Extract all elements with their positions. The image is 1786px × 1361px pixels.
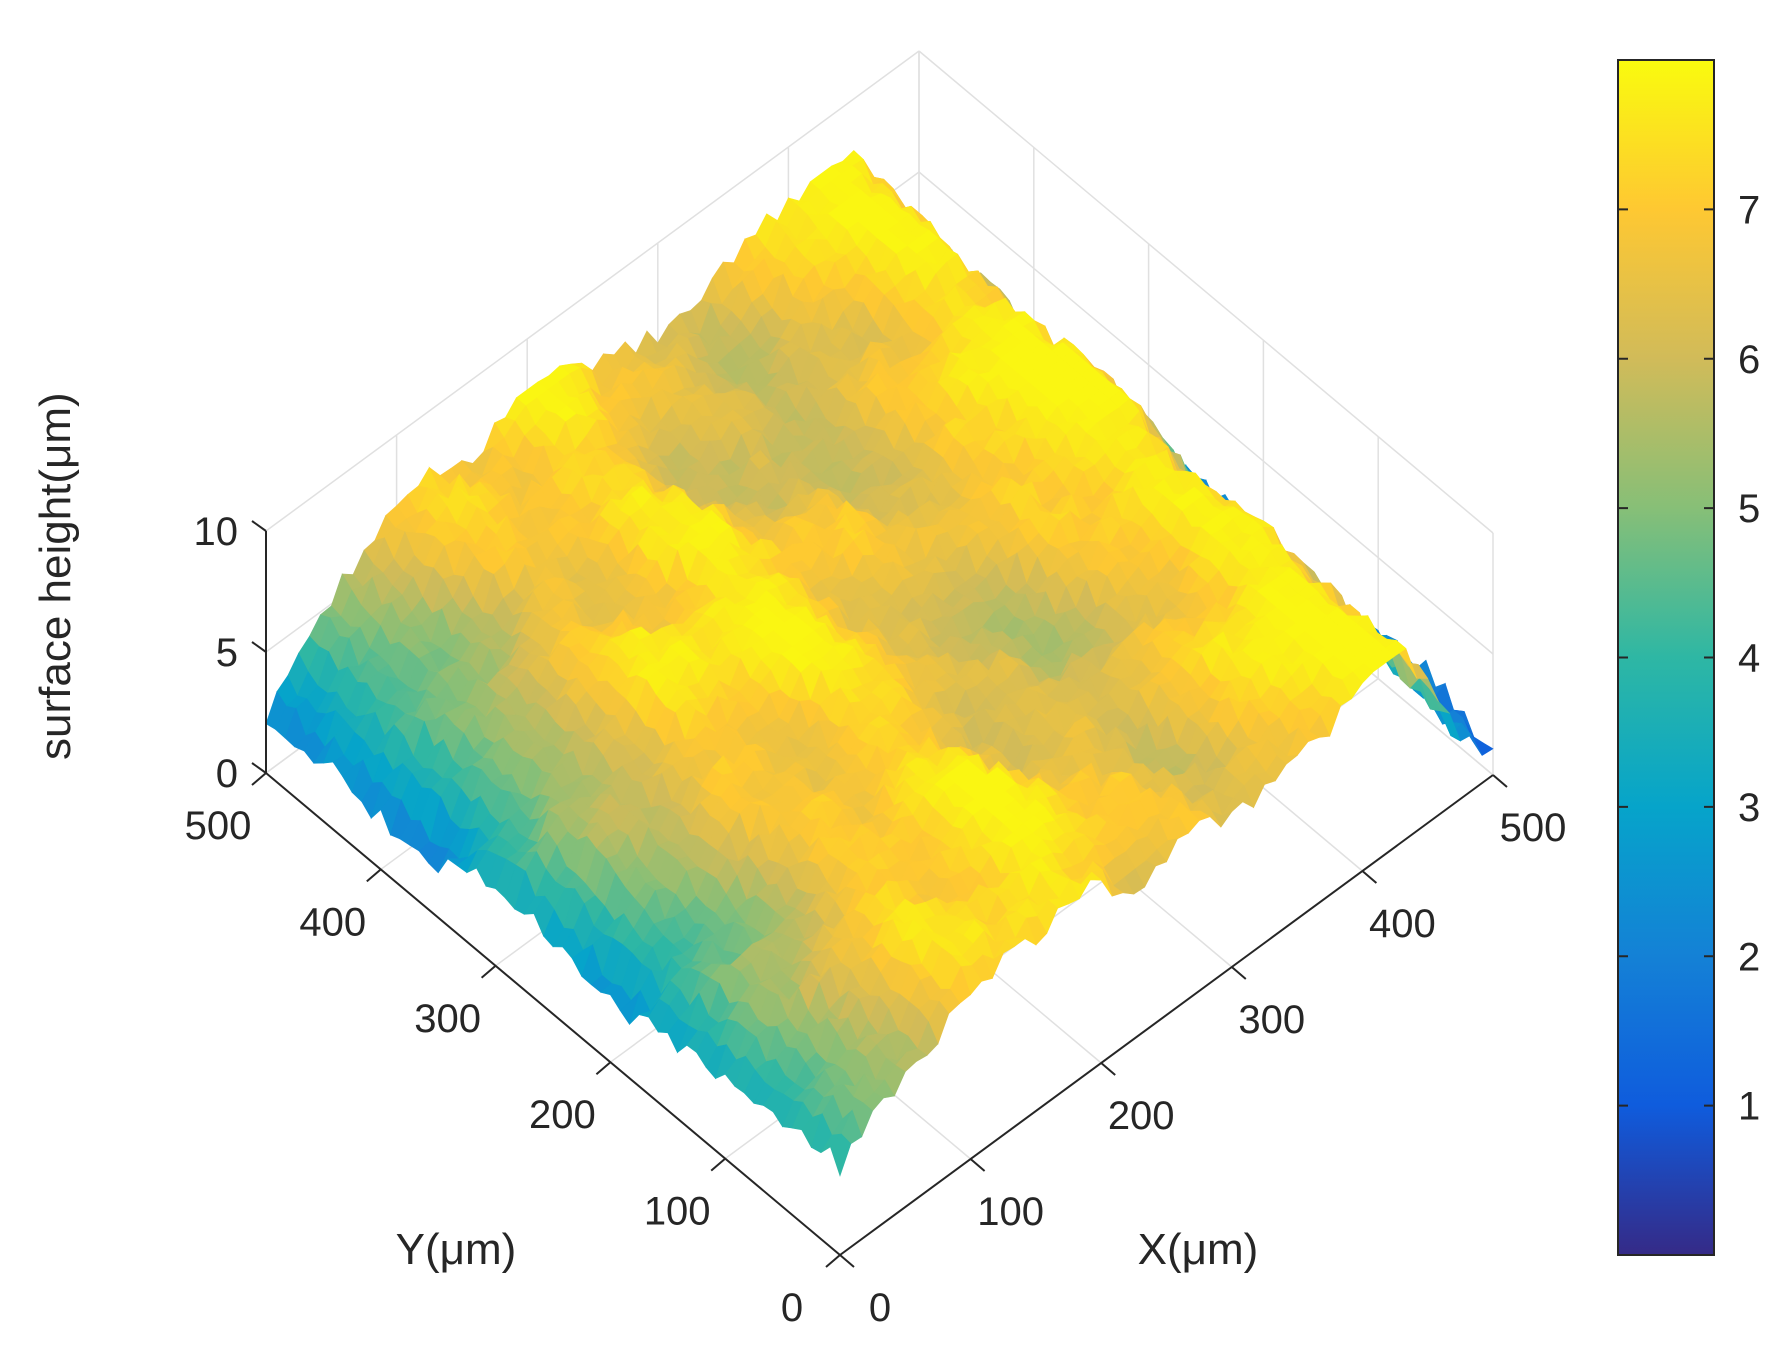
y-tick-label: 300 bbox=[414, 997, 481, 1041]
surface-plot bbox=[265, 150, 1494, 1177]
y-tick-label: 400 bbox=[299, 900, 366, 944]
colorbar-tick-label: 6 bbox=[1738, 338, 1760, 382]
colorbar-tick-label: 7 bbox=[1738, 188, 1760, 232]
y-tick-label: 500 bbox=[185, 804, 252, 848]
z-tick-label: 10 bbox=[194, 510, 239, 554]
surface-patch bbox=[830, 1133, 852, 1177]
z-axis-label: surface height(μm) bbox=[31, 392, 80, 760]
x-tick-label: 500 bbox=[1500, 806, 1567, 850]
x-tick-mark bbox=[839, 1254, 855, 1268]
y-tick-label: 100 bbox=[644, 1190, 711, 1234]
x-tick-label: 0 bbox=[869, 1286, 891, 1330]
colorbar-tick-label: 3 bbox=[1738, 786, 1760, 830]
x-tick-mark bbox=[1361, 870, 1378, 884]
x-tick-mark bbox=[1231, 966, 1247, 980]
y-tick-mark bbox=[595, 1061, 612, 1075]
grid-line bbox=[918, 171, 1494, 655]
z-tick-mark bbox=[251, 641, 267, 653]
y-axis-label: Y(μm) bbox=[396, 1225, 517, 1274]
x-tick-mark bbox=[1492, 774, 1508, 788]
x-tick-label: 200 bbox=[1108, 1094, 1175, 1138]
x-axis-line bbox=[839, 774, 1494, 1256]
x-tick-label: 300 bbox=[1238, 998, 1305, 1042]
y-tick-label: 200 bbox=[529, 1093, 596, 1137]
y-tick-mark bbox=[710, 1157, 726, 1172]
colorbar-tick-label: 5 bbox=[1738, 487, 1760, 531]
y-tick-mark bbox=[251, 772, 267, 786]
x-axis-label: X(μm) bbox=[1138, 1225, 1259, 1274]
tick-labels: 0 100 200 300 400 500 0 100 200 300 400 500 0 5 10 bbox=[185, 510, 1567, 1330]
z-tick-mark bbox=[251, 762, 267, 774]
grid-line bbox=[918, 50, 1494, 534]
grid-line bbox=[265, 50, 920, 532]
y-tick-label: 0 bbox=[781, 1286, 803, 1330]
y-tick-mark bbox=[480, 965, 497, 979]
colorbar-ticks: 1 2 3 4 5 6 7 bbox=[1618, 188, 1760, 1129]
y-axis-line bbox=[265, 772, 841, 1256]
colorbar-tick-label: 4 bbox=[1738, 637, 1760, 681]
z-tick-label: 5 bbox=[216, 631, 238, 675]
z-tick-label: 0 bbox=[216, 752, 238, 796]
y-tick-mark bbox=[825, 1254, 841, 1268]
colorbar: 1 2 3 4 5 6 7 bbox=[1617, 59, 1760, 1256]
x-tick-mark bbox=[969, 1158, 986, 1172]
y-tick-mark bbox=[366, 868, 382, 883]
colorbar-gradient bbox=[1617, 59, 1715, 1256]
colorbar-tick-label: 1 bbox=[1738, 1085, 1760, 1129]
x-tick-label: 400 bbox=[1369, 902, 1436, 946]
z-tick-mark bbox=[251, 520, 267, 532]
x-tick-label: 100 bbox=[977, 1190, 1044, 1234]
x-tick-mark bbox=[1100, 1062, 1116, 1076]
colorbar-tick-label: 2 bbox=[1738, 935, 1760, 979]
